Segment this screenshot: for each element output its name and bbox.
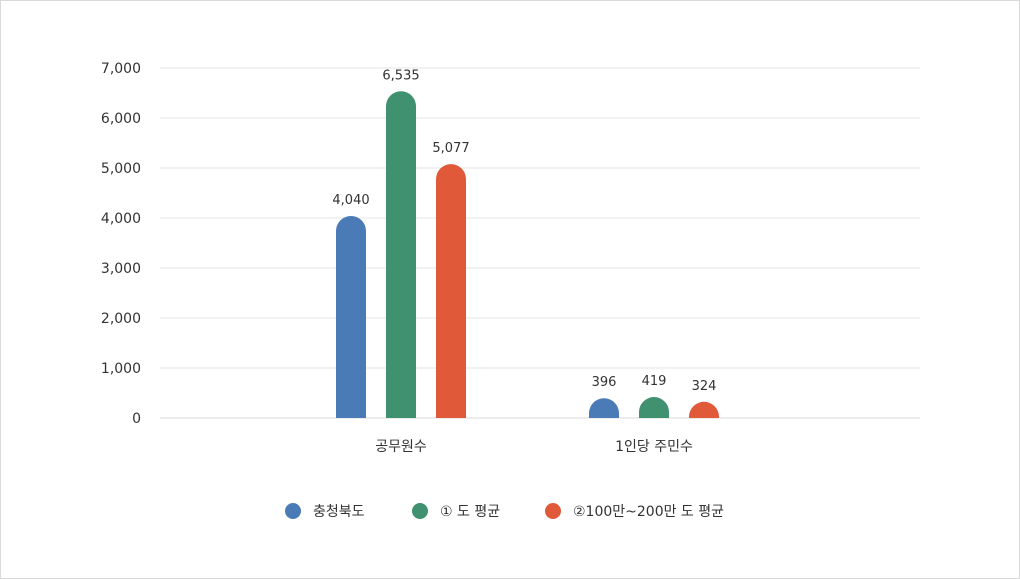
y-tick-label: 2,000 <box>101 311 141 327</box>
bars <box>336 91 719 418</box>
data-labels: 4,040 6,535 5,077 396 419 324 <box>332 68 716 394</box>
legend-entry: ②100만~200만 도 평균 <box>573 504 724 520</box>
bar <box>639 397 669 418</box>
bar <box>436 164 466 418</box>
legend-marker <box>285 503 301 519</box>
data-label: 419 <box>642 374 667 389</box>
bar <box>386 91 416 418</box>
y-tick-label: 1,000 <box>101 361 141 377</box>
category-labels: 공무원수 1인당 주민수 <box>375 439 693 455</box>
data-label: 6,535 <box>382 68 419 83</box>
y-tick-label: 6,000 <box>101 111 141 127</box>
y-tick-label: 5,000 <box>101 161 141 177</box>
data-label: 396 <box>592 375 617 390</box>
category-label: 1인당 주민수 <box>615 439 693 455</box>
legend-entry: 충청북도 <box>313 504 365 520</box>
bar <box>336 216 366 418</box>
legend-marker <box>545 503 561 519</box>
data-label: 324 <box>692 379 717 394</box>
y-tick-label: 7,000 <box>101 61 141 77</box>
y-axis-ticks: 0 1,000 2,000 3,000 4,000 5,000 6,000 7,000 <box>101 61 141 427</box>
legend-entry: ① 도 평균 <box>440 504 500 520</box>
y-tick-label: 4,000 <box>101 211 141 227</box>
bar <box>589 398 619 418</box>
bar <box>689 401 719 418</box>
category-label: 공무원수 <box>375 439 427 455</box>
legend: 충청북도 ① 도 평균 ②100만~200만 도 평균 <box>285 503 724 520</box>
y-tick-label: 0 <box>132 411 141 427</box>
legend-marker <box>412 503 428 519</box>
gridlines <box>160 67 920 419</box>
data-label: 5,077 <box>432 141 469 156</box>
data-label: 4,040 <box>332 193 369 208</box>
y-tick-label: 3,000 <box>101 261 141 277</box>
